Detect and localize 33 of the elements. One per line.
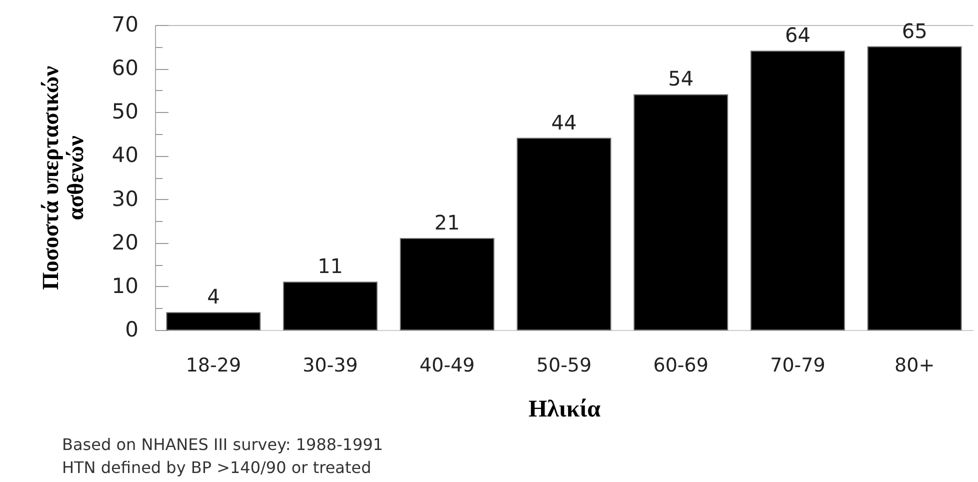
bar [283, 282, 378, 330]
bar [516, 138, 612, 330]
data-label: 65 [902, 18, 928, 43]
x-tick-label: 30-39 [302, 354, 358, 376]
y-axis-title: Ποσοστά υπερτασικών ασθενών [38, 66, 88, 290]
y-tick-label: 40 [112, 143, 138, 168]
data-label: 21 [434, 210, 460, 234]
bar [400, 238, 494, 330]
y-tick-label: 50 [112, 100, 138, 124]
bar [867, 46, 962, 330]
data-label: 11 [318, 254, 344, 278]
data-label: 54 [668, 66, 694, 91]
y-tick-label: 10 [112, 274, 138, 298]
x-tick-label: 40-49 [420, 354, 475, 376]
x-tick-label: 18-29 [186, 354, 242, 376]
y-tick-label: 0 [125, 318, 138, 342]
x-tick-label: 70-79 [770, 354, 826, 376]
data-label: 4 [207, 284, 220, 309]
x-axis-title: Ηλικία [528, 396, 602, 422]
y-tick-label: 60 [112, 56, 138, 80]
x-tick-label: 50-59 [536, 354, 592, 376]
bar [750, 50, 845, 330]
x-tick-label: 80+ [894, 354, 935, 376]
data-label: 44 [551, 110, 577, 134]
bar [166, 312, 261, 330]
bar [634, 94, 728, 330]
data-label: 64 [784, 23, 810, 48]
y-tick-label: 70 [112, 12, 138, 36]
y-tick-label: 30 [112, 186, 138, 211]
x-tick-label: 60-69 [653, 354, 708, 376]
y-tick-label: 20 [112, 230, 138, 254]
text: HTN defined by BP >140/90 or treated [62, 458, 372, 477]
text: Based on NHANES III survey: 1988-1991 [62, 435, 384, 454]
